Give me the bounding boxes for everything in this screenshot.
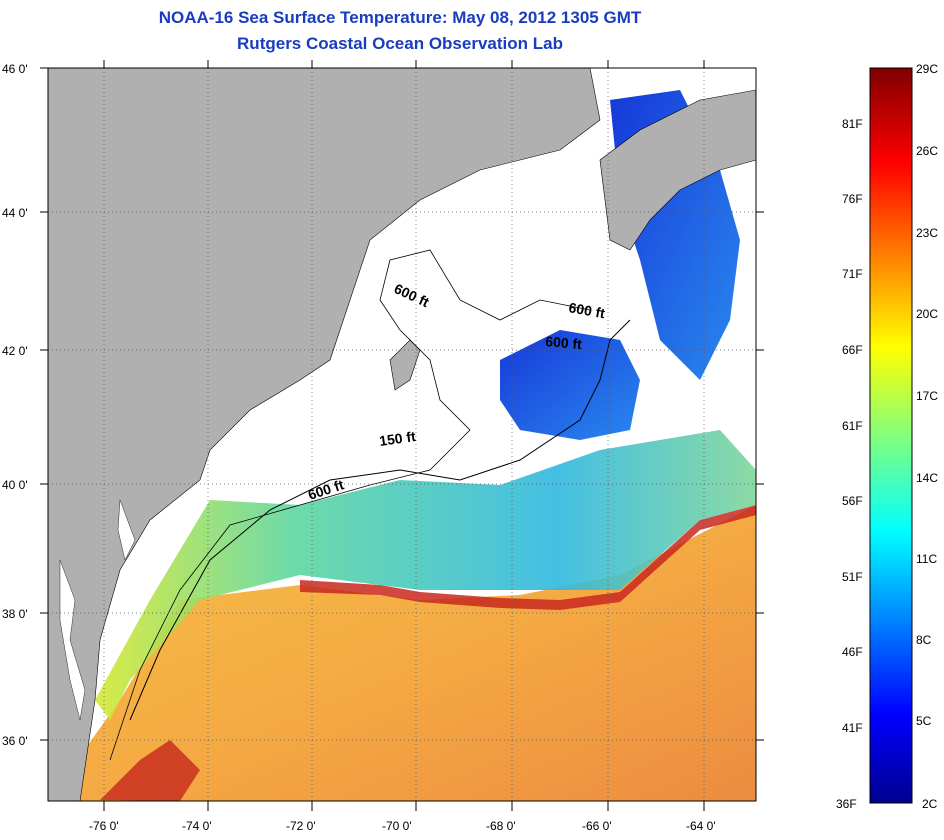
lon-tick-label: -70 0' bbox=[382, 819, 412, 833]
lat-tick-label: 42 0' bbox=[2, 344, 28, 358]
colorbar-f-labels: 81F 76F 71F 66F 61F 56F 51F 46F 41F 36F bbox=[836, 117, 863, 811]
colorbar-f-label: 41F bbox=[842, 721, 863, 735]
colorbar-f-label: 61F bbox=[842, 419, 863, 433]
lon-tick-label: -66 0' bbox=[582, 819, 612, 833]
delaware-bay bbox=[117, 499, 136, 561]
lat-tick-label: 44 0' bbox=[2, 206, 28, 220]
lon-tick-label: -72 0' bbox=[286, 819, 316, 833]
cape-hatteras-warm bbox=[100, 740, 200, 801]
contour-150ft bbox=[109, 249, 591, 761]
colorbar-f-label: 66F bbox=[842, 343, 863, 357]
nova-scotia-land bbox=[599, 89, 756, 251]
colorbar-f-label: 46F bbox=[842, 645, 863, 659]
lat-tick-label: 46 0' bbox=[2, 62, 28, 76]
contour-label: 600 ft bbox=[567, 299, 606, 321]
georges-bank-cold-water bbox=[500, 330, 640, 440]
colorbar-c-label: 20C bbox=[916, 307, 938, 321]
shelf-water bbox=[95, 430, 756, 720]
lat-tick-label: 38 0' bbox=[2, 607, 28, 621]
colorbar-c-label: 14C bbox=[916, 471, 938, 485]
colorbar-c-label: 8C bbox=[916, 633, 932, 647]
gulf-stream-front bbox=[300, 505, 756, 610]
gulf-stream-warm-water bbox=[48, 505, 756, 801]
map-title: NOAA-16 Sea Surface Temperature: May 08,… bbox=[158, 8, 642, 27]
tick-marks bbox=[40, 60, 764, 811]
colorbar-f-label: 51F bbox=[842, 570, 863, 584]
map-subtitle: Rutgers Coastal Ocean Observation Lab bbox=[237, 34, 563, 53]
colorbar-c-label: 2C bbox=[922, 797, 938, 811]
colorbar-f-label: 76F bbox=[842, 192, 863, 206]
lon-tick-label: -68 0' bbox=[486, 819, 516, 833]
colorbar-c-label: 5C bbox=[916, 714, 932, 728]
contour-600ft bbox=[129, 319, 631, 721]
lon-tick-label: -64 0' bbox=[686, 819, 716, 833]
colorbar-c-label: 11C bbox=[916, 552, 937, 566]
colorbar-c-label: 29C bbox=[916, 62, 938, 76]
lon-tick-label: -74 0' bbox=[182, 819, 212, 833]
colorbar-c-labels: 29C 26C 23C 20C 17C 14C 11C 8C 5C 2C bbox=[916, 62, 938, 811]
colorbar-f-label: 36F bbox=[836, 797, 857, 811]
lon-tick-label: -76 0' bbox=[89, 819, 119, 833]
colorbar-f-label: 71F bbox=[842, 267, 863, 281]
plot-frame bbox=[47, 67, 757, 802]
lat-tick-label: 36 0' bbox=[2, 734, 28, 748]
colorbar-c-label: 23C bbox=[916, 226, 938, 240]
colorbar-c-label: 26C bbox=[916, 144, 938, 158]
colorbar-c-label: 17C bbox=[916, 389, 938, 403]
north-america-land bbox=[48, 68, 601, 801]
lat-tick-label: 40 0' bbox=[2, 478, 28, 492]
contour-label: 600 ft bbox=[545, 333, 583, 352]
colorbar-gradient bbox=[869, 67, 913, 804]
colorbar-f-label: 56F bbox=[842, 494, 863, 508]
contour-label: 150 ft bbox=[378, 428, 417, 449]
colorbar-f-label: 81F bbox=[842, 117, 863, 131]
chesapeake-bay bbox=[59, 559, 86, 721]
cape-cod-land bbox=[389, 339, 421, 391]
